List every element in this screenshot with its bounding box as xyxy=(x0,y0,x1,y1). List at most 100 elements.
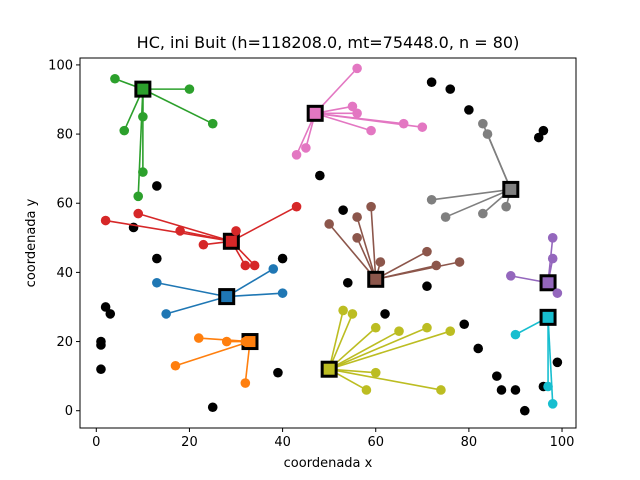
cluster-link-line xyxy=(547,317,554,404)
cluster-point xyxy=(431,260,442,271)
cluster-series xyxy=(320,305,456,395)
unassigned-point xyxy=(207,402,218,413)
cluster-point xyxy=(119,125,130,136)
x-tick-label: 0 xyxy=(92,435,100,450)
x-tick-label: 100 xyxy=(550,435,575,450)
cluster-link-line xyxy=(445,188,512,218)
cluster-point xyxy=(375,257,386,267)
cluster-point xyxy=(152,277,162,288)
cluster-point xyxy=(361,385,372,395)
cluster-link-line xyxy=(328,223,377,280)
plot-frame xyxy=(79,57,577,429)
y-axis-ticks: 0 20 40 60 80 100 xyxy=(48,58,80,419)
cluster-link-line xyxy=(329,368,442,391)
unassigned-point xyxy=(492,371,502,381)
cluster-point xyxy=(133,208,144,219)
cluster-point xyxy=(324,219,334,229)
unassigned-point xyxy=(464,105,474,115)
unassigned-point xyxy=(473,343,483,354)
cluster-link-line xyxy=(356,216,377,280)
cluster-link-line xyxy=(179,230,232,243)
cluster-center-marker xyxy=(218,288,236,306)
unassigned-point xyxy=(338,205,348,215)
unassigned-point xyxy=(152,181,162,191)
cluster-point xyxy=(422,246,432,257)
unassigned-point xyxy=(315,170,325,181)
cluster-point xyxy=(277,288,288,298)
cluster-point xyxy=(184,84,195,94)
cluster-point xyxy=(352,212,362,222)
cluster-point xyxy=(547,253,558,264)
cluster-link-line xyxy=(328,330,451,370)
unassigned-point xyxy=(96,340,106,350)
cluster-link-line xyxy=(370,206,377,280)
unassigned-point xyxy=(100,302,111,312)
cluster-point xyxy=(422,322,432,333)
cluster-link-line xyxy=(137,89,144,197)
cluster-link-line xyxy=(375,250,428,281)
cluster-point xyxy=(352,233,362,243)
x-tick-label: 20 xyxy=(181,435,198,450)
cluster-point xyxy=(133,191,144,202)
cluster-point xyxy=(352,63,362,74)
x-tick-label: 80 xyxy=(461,435,478,450)
cluster-point xyxy=(547,233,558,243)
cluster-center-marker xyxy=(320,360,338,378)
cluster-link-line xyxy=(165,295,227,315)
cluster-link-line xyxy=(328,330,400,370)
cluster-link-line xyxy=(230,205,297,242)
cluster-center-marker xyxy=(222,232,240,250)
cluster-point xyxy=(291,201,302,212)
unassigned-point xyxy=(105,309,116,319)
cluster-point xyxy=(231,226,241,236)
cluster-point xyxy=(198,239,209,250)
cluster-series xyxy=(324,201,465,288)
cluster-point xyxy=(193,333,204,343)
cluster-point xyxy=(440,212,451,222)
cluster-point xyxy=(370,367,381,378)
unassigned-point xyxy=(152,253,162,264)
y-tick-label: 0 xyxy=(65,404,73,419)
cluster-link-line xyxy=(314,112,372,132)
cluster-point xyxy=(100,215,111,226)
y-axis-label: coordenada y xyxy=(24,198,39,287)
unassigned-point xyxy=(519,405,530,416)
unassigned-point xyxy=(342,277,353,288)
y-tick-label: 40 xyxy=(56,266,73,281)
cluster-link-line xyxy=(328,310,344,370)
cluster-point xyxy=(175,226,185,236)
cluster-point xyxy=(366,201,376,212)
unassigned-point xyxy=(459,319,470,330)
cluster-point xyxy=(394,326,404,336)
x-axis-ticks: 0 20 40 60 80 100 xyxy=(92,428,574,450)
unassigned-point xyxy=(277,253,288,264)
cluster-point xyxy=(454,257,465,267)
cluster-point xyxy=(161,309,171,319)
cluster-link-line xyxy=(156,281,227,298)
x-tick-label: 40 xyxy=(274,435,291,450)
cluster-point xyxy=(110,73,120,84)
cluster-series xyxy=(170,333,259,388)
cluster-center-marker xyxy=(367,270,385,288)
cluster-series xyxy=(291,63,428,160)
cluster-point xyxy=(301,143,311,153)
cluster-point xyxy=(138,111,148,122)
cluster-point xyxy=(510,329,521,340)
cluster-point xyxy=(291,150,302,160)
cluster-point xyxy=(207,118,218,129)
cluster-point xyxy=(240,378,251,388)
cluster-point xyxy=(268,264,279,274)
y-tick-label: 80 xyxy=(56,128,73,143)
cluster-point xyxy=(417,122,428,132)
cluster-point xyxy=(352,108,362,119)
x-tick-label: 60 xyxy=(367,435,384,450)
cluster-link-line xyxy=(226,292,283,298)
cluster-point xyxy=(221,336,232,347)
x-axis-label: coordenada x xyxy=(284,456,373,471)
cluster-point xyxy=(482,129,493,139)
cluster-point xyxy=(240,260,251,271)
plot-content xyxy=(96,63,563,416)
cluster-center-marker xyxy=(539,308,557,326)
